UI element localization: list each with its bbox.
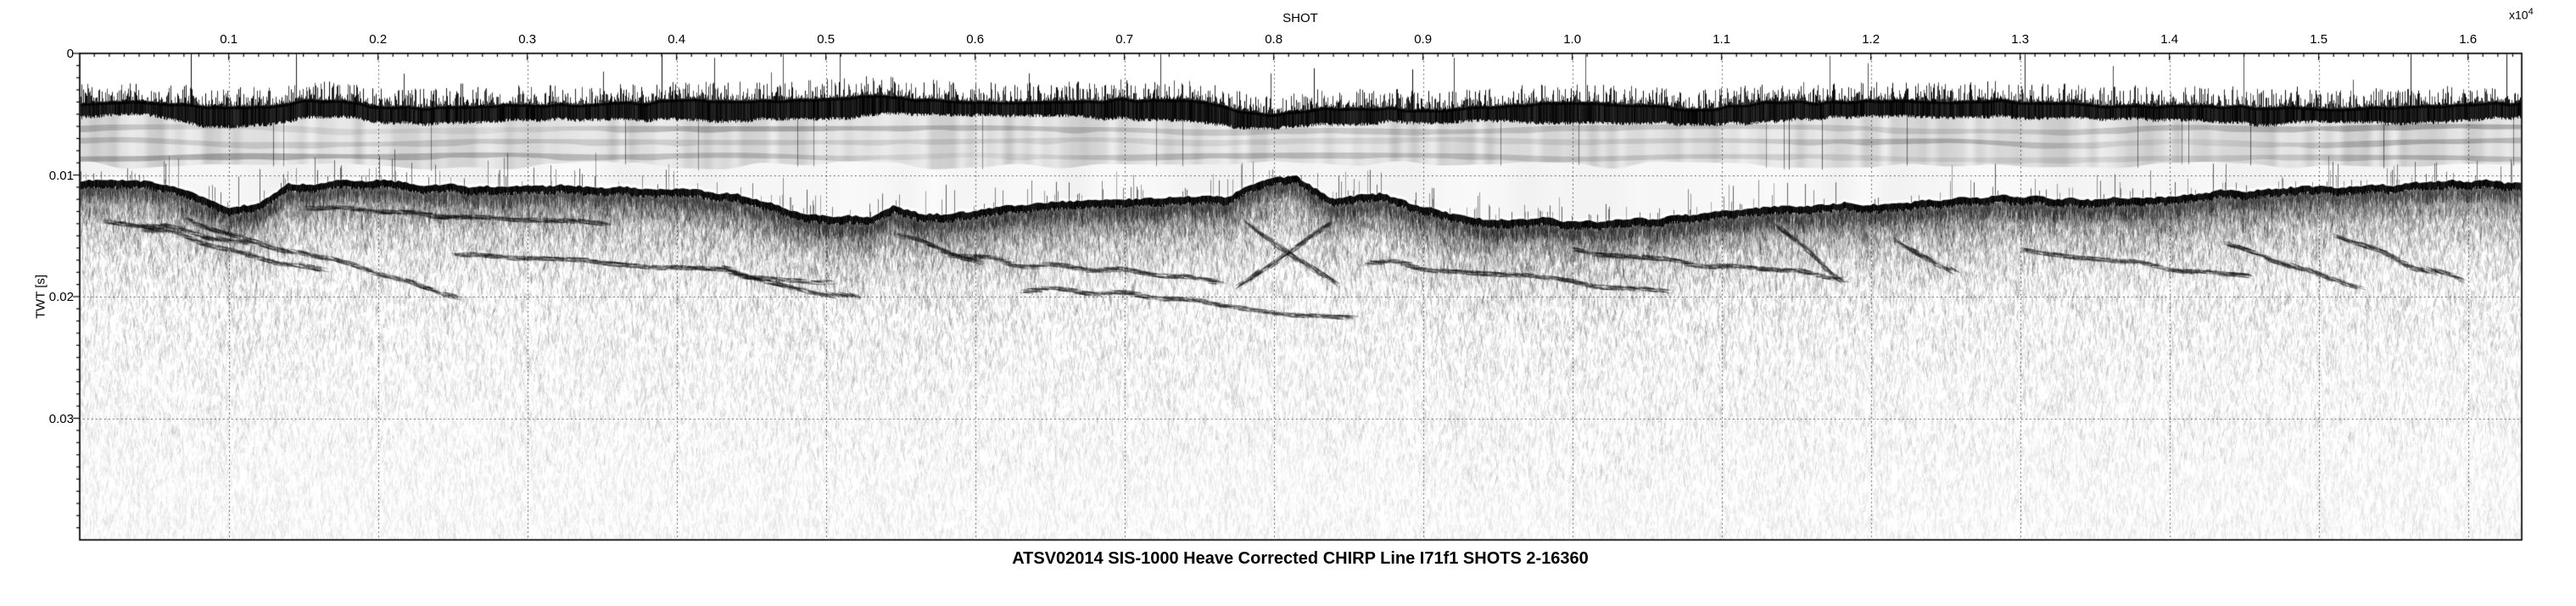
x-tick-label: 0.3 — [518, 32, 537, 47]
y-tick-label: 0.02 — [48, 290, 74, 304]
x-axis-title: SHOT — [1282, 11, 1318, 25]
x-tick-label: 1.5 — [2310, 32, 2328, 47]
x-axis-scale-multiplier: x104 — [2509, 7, 2534, 22]
x-axis-scale-exponent: 4 — [2528, 7, 2534, 17]
x-tick-label: 1.3 — [2011, 32, 2030, 47]
x-tick-label: 1.0 — [1563, 32, 1582, 47]
figure-title: ATSV02014 SIS-1000 Heave Corrected CHIRP… — [1012, 549, 1589, 568]
y-tick-label: 0.03 — [48, 411, 74, 426]
x-tick-label: 0.6 — [966, 32, 985, 47]
x-tick-label: 1.6 — [2459, 32, 2478, 47]
y-tick-label: 0 — [66, 47, 74, 61]
x-tick-label: 1.2 — [1862, 32, 1880, 47]
y-tick-label: 0.01 — [48, 168, 74, 183]
x-tick-label: 0.4 — [668, 32, 686, 47]
x-tick-label: 0.5 — [817, 32, 835, 47]
x-tick-label: 1.1 — [1713, 32, 1731, 47]
x-tick-label: 0.8 — [1265, 32, 1283, 47]
x-tick-label: 0.7 — [1115, 32, 1134, 47]
x-tick-label: 1.4 — [2160, 32, 2179, 47]
x-axis-scale-base: x10 — [2509, 8, 2529, 22]
x-tick-label: 0.2 — [369, 32, 388, 47]
x-tick-label: 0.9 — [1414, 32, 1433, 47]
x-tick-label: 0.1 — [220, 32, 238, 47]
